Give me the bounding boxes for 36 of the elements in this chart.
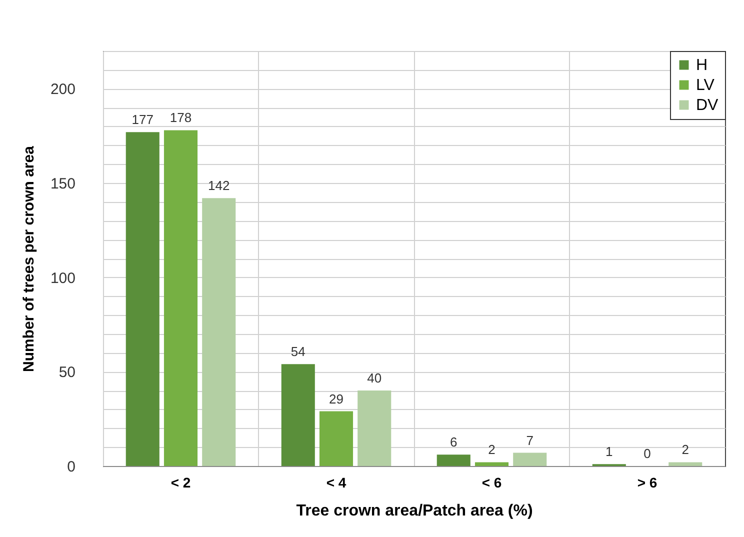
bar (164, 130, 198, 466)
bar (436, 454, 470, 466)
bar (474, 462, 509, 466)
data-label: 2 (682, 442, 689, 458)
bar (513, 452, 547, 466)
bar (281, 364, 315, 466)
legend-label: H (696, 57, 708, 74)
data-label: 177 (132, 112, 154, 128)
y-axis-title: Number of trees per crown area (20, 145, 38, 372)
data-label: 6 (450, 434, 458, 450)
data-label: 142 (208, 178, 230, 194)
x-axis-title: Tree crown area/Patch area (%) (296, 502, 533, 520)
legend-label: DV (696, 97, 719, 114)
data-label: 2 (488, 442, 496, 458)
y-tick-label: 150 (50, 176, 76, 193)
data-label: 0 (644, 446, 651, 461)
x-tick-label: < 2 (170, 474, 191, 490)
x-tick-label: > 6 (637, 474, 658, 490)
bar (668, 462, 702, 466)
y-tick-label: 100 (50, 270, 76, 287)
data-label: 54 (290, 344, 306, 360)
x-tick-label: < 6 (482, 474, 502, 490)
y-tick-label: 50 (58, 364, 76, 382)
data-label: 7 (526, 432, 534, 448)
bar (358, 390, 392, 466)
bar (126, 132, 160, 466)
data-label: 178 (170, 110, 192, 126)
data-label: 29 (329, 391, 344, 406)
legend-label: LV (696, 77, 715, 94)
data-label: 1 (606, 444, 613, 460)
y-tick-label: 0 (67, 458, 76, 476)
data-label: 40 (367, 370, 382, 386)
bar (202, 198, 236, 466)
bar (319, 411, 354, 466)
y-tick-label: 200 (50, 81, 76, 98)
x-tick-label: < 4 (326, 474, 346, 490)
